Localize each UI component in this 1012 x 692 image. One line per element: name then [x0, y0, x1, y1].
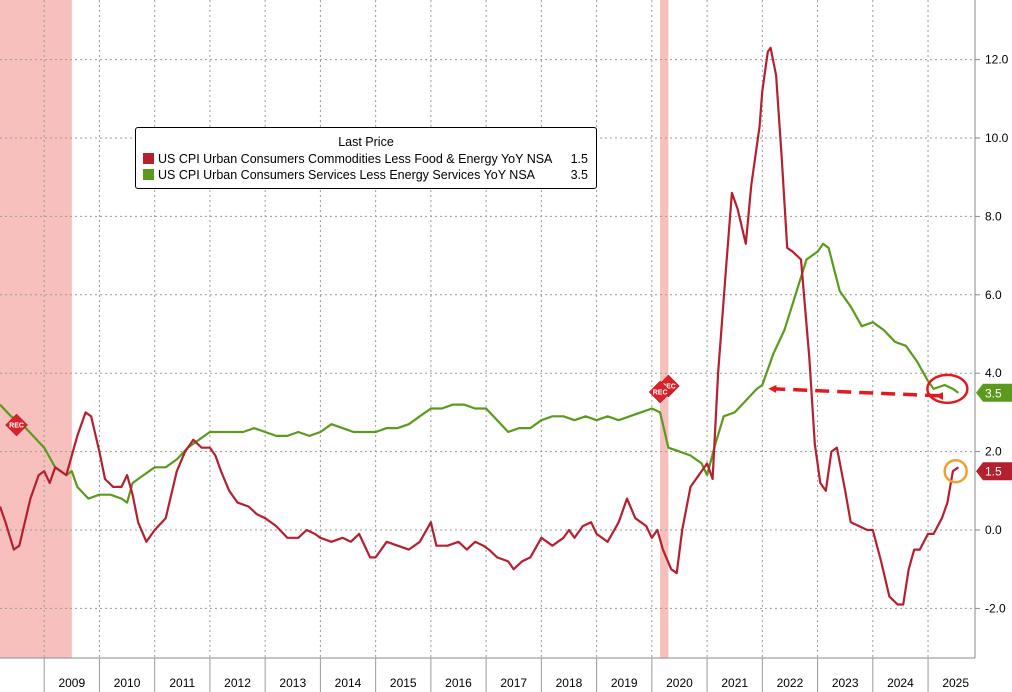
x-tick-label-2023: 2023	[832, 676, 859, 690]
x-tick-label-2012: 2012	[224, 676, 251, 690]
last-value-label-commodities: 1.5	[985, 465, 1002, 479]
y-tick-label-8.0: 8.0	[985, 209, 1002, 223]
x-tick-label-2017: 2017	[500, 676, 527, 690]
legend-value-services: 3.5	[570, 168, 588, 182]
legend-label-services: US CPI Urban Consumers Services Less Ene…	[158, 168, 536, 182]
last-value-tag-commodities	[976, 462, 1012, 481]
last-value-label-services: 3.5	[985, 386, 1002, 400]
recession-band-0	[0, 0, 72, 658]
rec-marker-label-1: REC	[661, 384, 676, 391]
rec-marker-2	[648, 380, 672, 404]
legend-swatch-commodities	[143, 153, 154, 164]
rec-marker-label-0: REC	[9, 423, 24, 430]
x-tick-label-2014: 2014	[335, 676, 362, 690]
series-line-services	[0, 242, 960, 504]
y-tick-label--2.0: -2.0	[985, 601, 1006, 615]
annotation-circle-services	[926, 373, 969, 405]
x-tick-label-2013: 2013	[279, 676, 306, 690]
rec-marker-0	[5, 413, 28, 437]
annotation-arrow	[768, 384, 944, 400]
legend-title: Last Price	[338, 135, 394, 149]
series-line-commodities	[0, 46, 960, 606]
x-tick-label-2020: 2020	[666, 676, 693, 690]
y-tick-label-4.0: 4.0	[985, 366, 1002, 380]
legend-swatch-services	[143, 169, 154, 180]
legend-label-commodities: US CPI Urban Consumers Commodities Less …	[158, 152, 553, 166]
x-tick-label-2021: 2021	[721, 676, 748, 690]
legend: Last Price US CPI Urban Consumers Commod…	[135, 127, 597, 189]
y-tick-label-10.0: 10.0	[985, 131, 1009, 145]
x-tick-label-2018: 2018	[556, 676, 583, 690]
x-tick-label-2011: 2011	[169, 676, 195, 690]
x-tick-label-2022: 2022	[777, 676, 804, 690]
annotation-circle-commodities	[943, 458, 968, 484]
x-tick-label-2015: 2015	[390, 676, 417, 690]
x-tick-label-2019: 2019	[611, 676, 638, 690]
y-tick-label-6.0: 6.0	[985, 288, 1002, 302]
legend-item-services: US CPI Urban Consumers Services Less Ene…	[136, 167, 596, 183]
legend-item-commodities: US CPI Urban Consumers Commodities Less …	[136, 151, 596, 167]
rec-marker-label-2: REC	[653, 390, 668, 397]
y-tick-label-2.0: 2.0	[985, 445, 1002, 459]
x-tick-label-2016: 2016	[445, 676, 472, 690]
x-tick-label-2024: 2024	[887, 676, 914, 690]
recession-band-1	[660, 0, 669, 658]
x-tick-label-2025: 2025	[942, 676, 969, 690]
x-tick-label-2010: 2010	[114, 676, 141, 690]
y-tick-label-12.0: 12.0	[985, 53, 1009, 67]
y-tick-label-0.0: 0.0	[985, 523, 1002, 537]
last-value-tag-services	[976, 383, 1012, 402]
x-tick-label-2009: 2009	[58, 676, 85, 690]
legend-value-commodities: 1.5	[570, 152, 588, 166]
